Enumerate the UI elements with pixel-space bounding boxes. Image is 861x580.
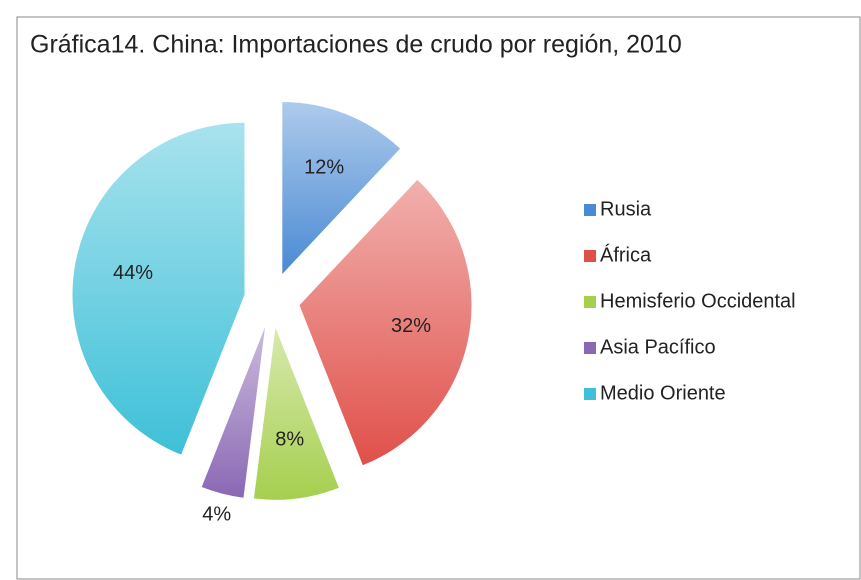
legend-swatch bbox=[584, 250, 596, 262]
pie-slice bbox=[72, 122, 245, 455]
legend-label: Medio Oriente bbox=[600, 382, 726, 404]
legend-label: África bbox=[600, 243, 652, 266]
pie-slice bbox=[201, 327, 266, 498]
legend-label: Asia Pacífico bbox=[600, 336, 716, 358]
legend-swatch bbox=[584, 204, 596, 216]
legend-label: Rusia bbox=[600, 198, 652, 220]
legend-swatch bbox=[584, 296, 596, 308]
legend-swatch bbox=[584, 342, 596, 354]
data-label: 12% bbox=[304, 157, 344, 179]
data-label: 8% bbox=[275, 429, 304, 451]
pie-slice bbox=[253, 327, 339, 500]
legend-label: Hemisferio Occidental bbox=[600, 290, 796, 312]
chart-title: Gráfica14. China: Importaciones de crudo… bbox=[30, 31, 682, 59]
pie-slice bbox=[299, 179, 472, 466]
data-label: 44% bbox=[113, 262, 153, 284]
data-label: 32% bbox=[391, 315, 431, 337]
pie-slice bbox=[282, 101, 401, 274]
legend-swatch bbox=[584, 388, 596, 400]
data-label: 4% bbox=[202, 504, 231, 526]
